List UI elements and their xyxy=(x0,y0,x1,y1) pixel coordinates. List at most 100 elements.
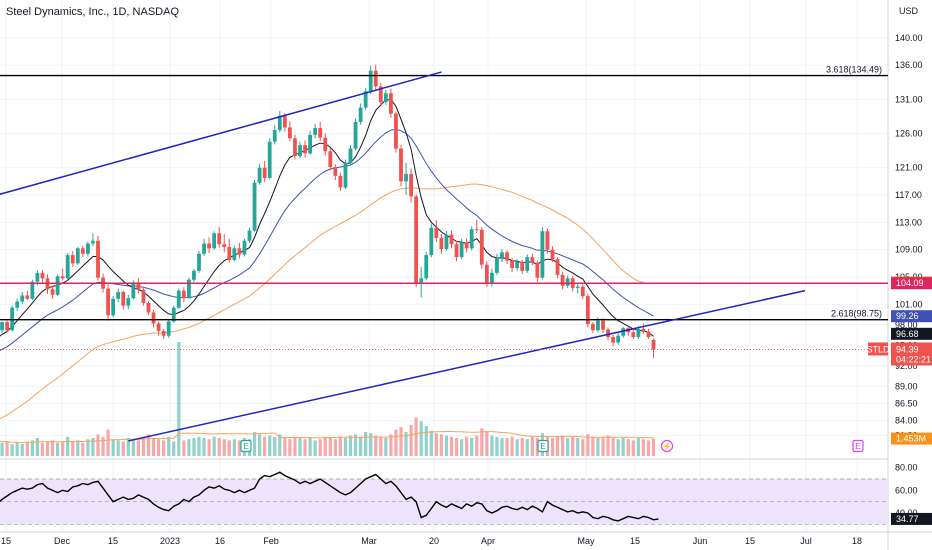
candle-body xyxy=(469,229,474,249)
volume-bar xyxy=(30,440,34,456)
volume-bar xyxy=(207,439,211,456)
candle-body xyxy=(383,93,388,103)
candle-body xyxy=(111,298,116,316)
candle-body xyxy=(141,289,146,303)
candle-body xyxy=(55,276,60,295)
volume-bar xyxy=(50,440,55,456)
volume-bar xyxy=(510,436,514,456)
candle-body xyxy=(358,107,363,122)
volume-bar xyxy=(293,436,297,456)
candle-body xyxy=(414,196,419,283)
marker-label: ⚡ xyxy=(662,441,672,451)
volume-bar xyxy=(394,429,398,456)
last-price-badge xyxy=(891,342,932,366)
price-tick-label: 140.00 xyxy=(895,33,923,43)
candle-body xyxy=(202,243,206,254)
volume-bar xyxy=(0,442,4,456)
candle-body xyxy=(267,141,272,178)
candle-body xyxy=(646,331,651,338)
event-markers: E E ⚡ E xyxy=(240,439,864,453)
candle-body xyxy=(192,270,196,280)
candle-body xyxy=(116,292,121,299)
volume-bar xyxy=(616,439,620,456)
volume-bars xyxy=(0,342,656,456)
last-price-badge-text: 04:22:21 xyxy=(896,354,931,364)
currency-label: USD xyxy=(899,6,919,16)
volume-bar xyxy=(621,438,625,456)
volume-bar xyxy=(40,442,45,456)
candle-body xyxy=(444,234,449,249)
volume-bar xyxy=(515,439,519,456)
volume-bar xyxy=(626,439,630,456)
time-tick-label: May xyxy=(577,536,595,546)
candle-body xyxy=(50,289,55,295)
marker-label: E xyxy=(243,442,248,451)
price-tick-label: 92.00 xyxy=(895,361,918,371)
candle-body xyxy=(389,93,393,114)
volume-bar xyxy=(308,438,312,456)
time-tick-label: 15 xyxy=(1,536,11,546)
candle-body xyxy=(75,248,80,264)
candle-body xyxy=(591,324,595,331)
candle-body xyxy=(65,255,70,279)
volume-bar xyxy=(217,438,221,456)
price-tick-label: 131.00 xyxy=(895,94,923,104)
volume-bar xyxy=(374,435,378,456)
candle-body xyxy=(565,278,570,286)
candle-body xyxy=(121,292,126,306)
volume-bar xyxy=(419,421,423,456)
volume-bar xyxy=(465,436,469,456)
candle-body xyxy=(510,260,514,269)
candle-body xyxy=(611,337,615,343)
candle-body xyxy=(106,288,110,316)
volume-bar xyxy=(631,440,635,456)
candle-body xyxy=(323,137,328,152)
candle-body xyxy=(313,128,318,135)
volume-bar xyxy=(409,424,413,456)
rsi-tick-label: 80.00 xyxy=(895,463,918,473)
time-axis: 15 Dec 15 2023 16 Feb Mar 20 Apr May 15 Jun 15 Jul 18 xyxy=(1,536,862,546)
volume-bar xyxy=(485,432,489,456)
candle-body xyxy=(429,227,434,256)
ma-slow-line xyxy=(0,183,644,420)
volume-bar xyxy=(258,434,262,456)
volume-bar xyxy=(404,432,408,456)
dividend-marker-icon xyxy=(660,439,674,453)
candle-body xyxy=(272,130,277,142)
candle-body xyxy=(353,121,358,149)
volume-bar xyxy=(10,444,14,456)
candle-body xyxy=(25,295,30,299)
volume-bar xyxy=(611,438,615,456)
candle-body xyxy=(161,330,166,336)
volume-bar xyxy=(136,440,140,456)
candle-body xyxy=(242,240,247,255)
volume-bar xyxy=(25,441,29,456)
volume-bar xyxy=(283,438,287,456)
candle-body xyxy=(277,115,282,131)
volume-bar xyxy=(424,426,428,456)
candle-body xyxy=(146,302,151,313)
volume-bar xyxy=(151,438,156,456)
candle-body xyxy=(540,231,545,278)
candle-body xyxy=(35,272,40,282)
candle-body xyxy=(333,167,338,176)
price-badge-text: 99.26 xyxy=(896,311,919,321)
price-tick-label: 136.00 xyxy=(895,60,923,70)
volume-bar xyxy=(525,439,529,456)
candle-body xyxy=(404,173,408,182)
candle-body xyxy=(91,240,95,244)
candle-body xyxy=(20,295,25,302)
last-price-badge-text: 94.39 xyxy=(896,344,919,354)
volume-bar xyxy=(56,442,60,456)
candle-body xyxy=(70,255,75,264)
volume-bar xyxy=(298,438,302,456)
candle-body xyxy=(171,307,176,322)
candle-body xyxy=(606,329,610,338)
candle-body xyxy=(545,231,550,250)
candle-body xyxy=(601,320,605,330)
time-tick-label: 15 xyxy=(745,536,755,546)
candle-body xyxy=(293,138,297,157)
volume-bar xyxy=(197,436,201,456)
volume-bar xyxy=(651,438,656,456)
